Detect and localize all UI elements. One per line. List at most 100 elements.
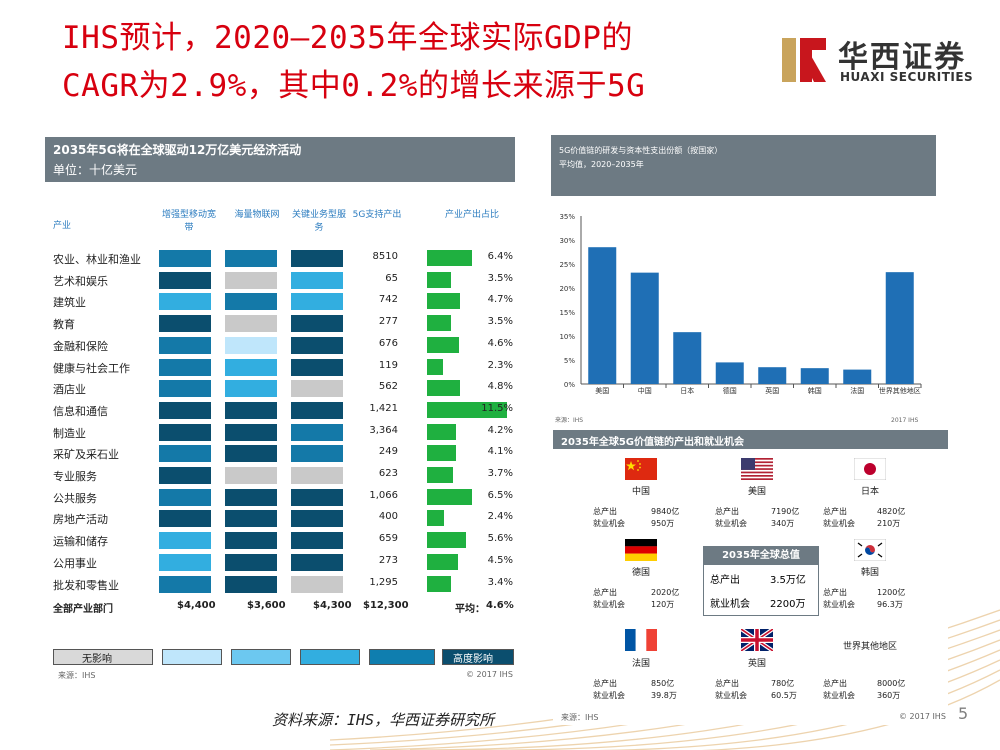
column-header-embb: 增强型移动宽带 <box>161 210 216 233</box>
share-bar <box>427 510 444 527</box>
share-bar <box>427 271 452 288</box>
country-output-label: 总产出 <box>715 679 739 688</box>
country-output: 4820亿 <box>877 507 906 516</box>
table-title: 2035年5G将在全球驱动12万亿美元经济活动 <box>53 143 302 157</box>
country-jobs: 360万 <box>877 691 901 700</box>
share-bar <box>427 293 460 310</box>
x-tick-label: 英国 <box>765 386 779 395</box>
x-tick-label: 德国 <box>723 386 737 395</box>
rd-capex-bar-chart: 0% 5% 10% 15% 20% 25% 30% 35% 美国 中国 日本 德国 英国 韩国 法国 世界其他… <box>555 213 922 424</box>
impact-cell <box>225 575 277 593</box>
share-bar <box>427 467 453 483</box>
row-output: 273 <box>378 554 398 566</box>
impact-cell <box>159 510 211 528</box>
france-flag-icon <box>625 629 657 651</box>
impact-cell <box>159 575 211 593</box>
row-label: 信息和通信 <box>53 404 108 418</box>
impact-cell <box>159 553 211 571</box>
legend-no-impact <box>53 649 153 665</box>
x-tick-label: 法国 <box>850 386 864 395</box>
uk-flag-icon <box>741 629 773 651</box>
row-share: 6.4% <box>487 251 513 262</box>
impact-cell <box>291 271 343 289</box>
country-name: 世界其他地区 <box>842 642 897 652</box>
impact-cell <box>291 510 343 528</box>
slide-title: IHS预计，2020–2035年全球实际GDP的 CAGR为2.9%，其中0.2… <box>62 14 762 110</box>
row-output: 8510 <box>372 251 398 262</box>
share-bar <box>427 336 459 353</box>
row-output: 659 <box>378 533 398 545</box>
row-output: 1,066 <box>369 489 398 501</box>
row-label: 制造业 <box>53 426 86 440</box>
country-output: 7190亿 <box>771 507 800 516</box>
country-name: 韩国 <box>860 568 879 578</box>
table-source-left: 来源：IHS <box>58 671 96 680</box>
row-output: 1,295 <box>369 576 398 588</box>
country-jobs-label: 就业机会 <box>593 600 625 609</box>
row-label: 教育 <box>53 318 75 332</box>
bar <box>885 272 914 384</box>
china-flag-icon <box>625 458 657 480</box>
country-output-label: 总产出 <box>823 588 847 597</box>
row-label: 金融和保险 <box>53 339 108 353</box>
impact-cell <box>159 488 211 506</box>
impact-cell <box>159 380 211 398</box>
row-output: 562 <box>378 381 398 393</box>
output-jobs-panel: 2035年全球5G价值链的产出和就业机会 中国 总产出 9840 <box>553 430 948 725</box>
panel-title: 2035年全球5G价值链的产出和就业机会 <box>561 437 744 448</box>
chart-source-left: 来源：IHS <box>555 416 583 424</box>
impact-cell <box>291 445 343 463</box>
impact-cell <box>225 445 277 463</box>
share-bar <box>427 401 507 418</box>
country-output: 780亿 <box>771 679 795 688</box>
global-output-label: 总产出 <box>710 575 740 586</box>
row-label: 公共服务 <box>53 491 97 505</box>
country-output-label: 总产出 <box>823 507 847 516</box>
row-share: 4.8% <box>487 381 513 393</box>
bar <box>800 368 829 384</box>
global-jobs-value: 2200万 <box>770 599 806 610</box>
row-share: 4.6% <box>487 337 513 349</box>
y-tick-label: 30% <box>559 237 575 245</box>
impact-cell <box>225 336 277 354</box>
impact-cell <box>159 315 211 333</box>
country-output-label: 总产出 <box>593 679 617 688</box>
rd-capex-chart-panel: 5G价值链的研发与资本性支出份额（按国家） 平均值，2020–2035年 0% 5… <box>551 135 936 425</box>
global-total-title: 2035年全球总值 <box>704 547 818 565</box>
huaxi-logo: 华西证券 HUAXI SECURITIES <box>780 30 980 90</box>
japan-flag-icon <box>854 458 886 480</box>
bar <box>758 367 787 384</box>
panel-source-left: 来源：IHS <box>561 713 599 722</box>
impact-cell <box>159 293 211 311</box>
bar <box>673 332 702 384</box>
country-jobs: 210万 <box>877 519 901 528</box>
share-bar <box>427 488 473 505</box>
impact-cell <box>225 358 277 376</box>
total-mmtc: $3,600 <box>247 600 286 611</box>
table-source-right: © 2017 IHS <box>466 670 513 679</box>
bar <box>588 247 617 384</box>
country-output: 2020亿 <box>651 588 680 597</box>
country-jobs-label: 就业机会 <box>715 519 747 528</box>
impact-cell <box>291 401 343 419</box>
impact-cell <box>291 380 343 398</box>
row-output: 119 <box>378 359 398 371</box>
x-tick-label: 美国 <box>595 386 609 395</box>
country-jobs: 120万 <box>651 600 675 609</box>
table-unit: 单位：十亿美元 <box>53 163 138 177</box>
row-share: 4.5% <box>487 554 513 566</box>
industry-impact-table: 2035年5G将在全球驱动12万亿美元经济活动 单位：十亿美元 产业 增强型移动… <box>45 137 515 685</box>
global-total-box: 2035年全球总值 总产出 3.5万亿 就业机会 2200万 <box>703 546 819 616</box>
country-name: 英国 <box>747 659 766 669</box>
column-header-share: 产业产出占比 <box>444 210 499 220</box>
share-bar <box>427 575 451 592</box>
share-bar <box>427 445 456 462</box>
country-jobs: 950万 <box>651 519 675 528</box>
row-share: 4.1% <box>487 446 513 458</box>
slide-source: 资料来源：IHS，华西证券研究所 <box>272 711 495 729</box>
row-output: 65 <box>385 272 398 284</box>
table-header: 2035年5G将在全球驱动12万亿美元经济活动 单位：十亿美元 <box>45 137 515 182</box>
total-urllc: $4,300 <box>313 600 352 611</box>
global-output-value: 3.5万亿 <box>770 575 806 586</box>
country-name: 美国 <box>747 487 766 497</box>
